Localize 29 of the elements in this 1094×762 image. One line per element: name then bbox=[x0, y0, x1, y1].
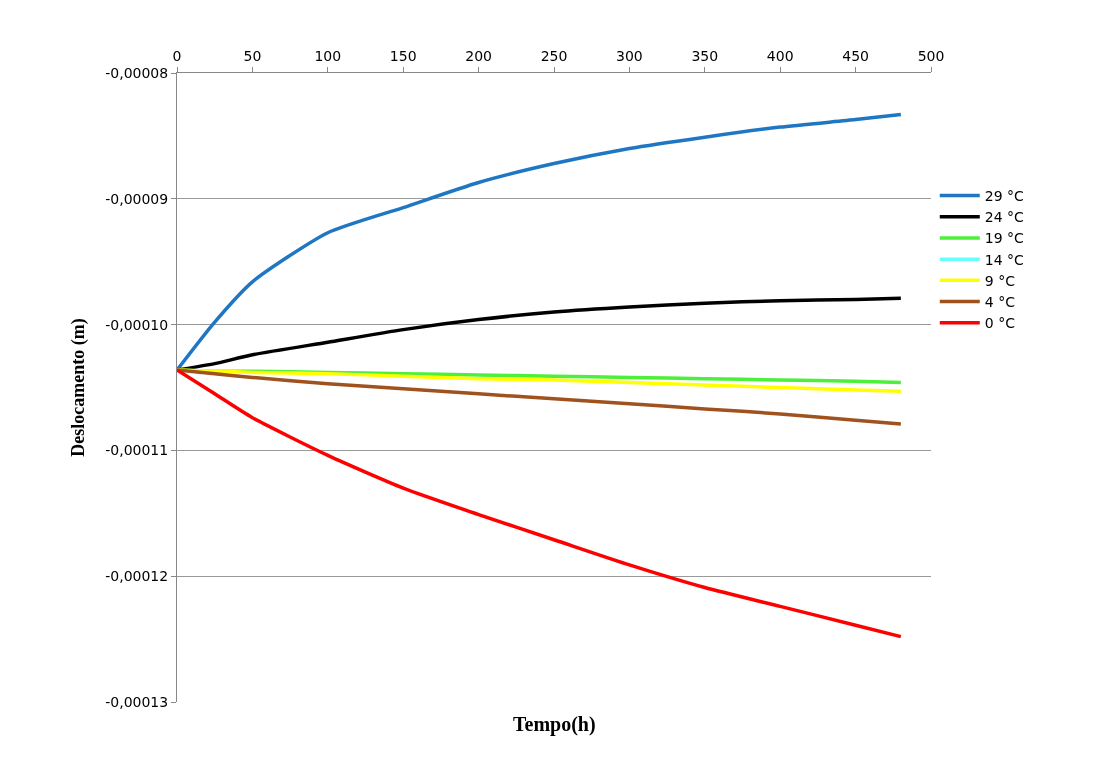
y-tick-label: -0,00013 bbox=[105, 693, 169, 710]
x-tick-label: 400 bbox=[766, 48, 794, 65]
x-tick-label: 350 bbox=[691, 48, 719, 65]
x-tick-label: 200 bbox=[465, 48, 492, 65]
legend-label: 14 °C bbox=[984, 251, 1025, 268]
legend-label: 24 °C bbox=[984, 209, 1025, 226]
line-series bbox=[177, 368, 903, 426]
x-tick-label: 450 bbox=[842, 48, 869, 65]
legend-label: 0 °C bbox=[984, 315, 1016, 332]
x-tick-label: 500 bbox=[917, 48, 945, 65]
x-tick-label: 50 bbox=[243, 48, 262, 65]
line-series bbox=[177, 368, 903, 639]
y-axis-title: Deslocamento (m) bbox=[68, 318, 90, 457]
legend-label: 19 °C bbox=[984, 230, 1025, 247]
x-tick-label: 0 bbox=[172, 48, 182, 65]
x-tick-label: 150 bbox=[389, 48, 417, 65]
y-tick-label: -0,00010 bbox=[105, 316, 169, 333]
legend-label: 9 °C bbox=[984, 272, 1016, 289]
x-axis-title: Tempo(h) bbox=[513, 713, 596, 736]
x-tick-label: 100 bbox=[314, 48, 342, 65]
line-series bbox=[177, 368, 903, 394]
y-tick-label: -0,00011 bbox=[105, 442, 169, 459]
legend-label: 4 °C bbox=[984, 293, 1016, 310]
x-tick-label: 250 bbox=[540, 48, 568, 65]
x-tick-label: 300 bbox=[616, 48, 643, 65]
y-tick-label: -0,00012 bbox=[105, 568, 169, 585]
legend-label: 29 °C bbox=[984, 187, 1025, 204]
y-tick-label: -0,00009 bbox=[105, 190, 169, 207]
y-tick-label: -0,00008 bbox=[105, 64, 169, 81]
